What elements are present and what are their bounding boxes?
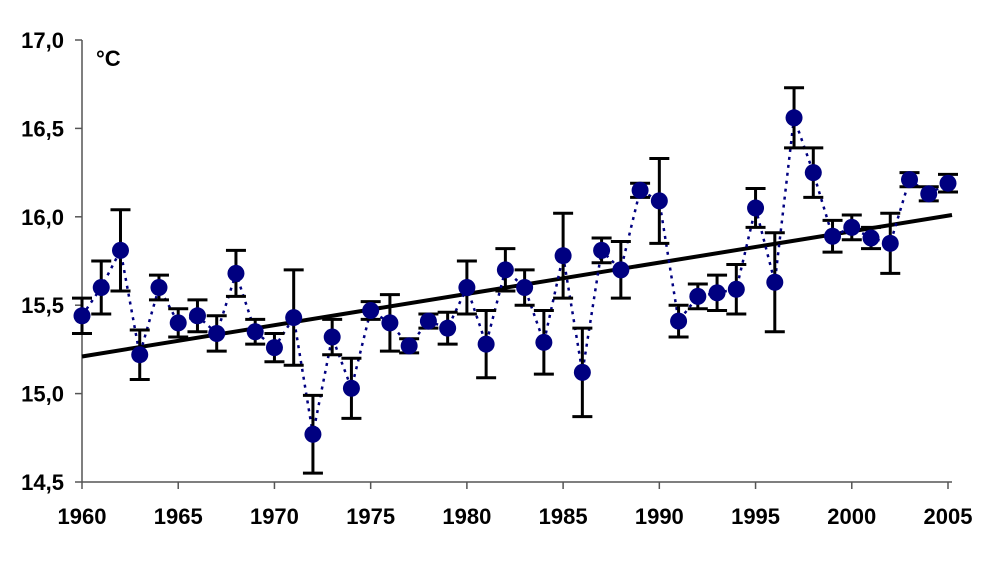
data-point bbox=[920, 185, 938, 203]
data-point bbox=[150, 279, 168, 297]
data-point bbox=[246, 323, 264, 341]
data-point bbox=[477, 335, 495, 353]
data-point bbox=[285, 309, 303, 327]
data-point bbox=[227, 264, 245, 282]
data-point bbox=[381, 314, 399, 332]
data-point bbox=[169, 314, 187, 332]
data-point bbox=[362, 302, 380, 320]
y-tick-label: 16,5 bbox=[21, 116, 64, 141]
x-tick-label: 1970 bbox=[250, 504, 299, 529]
data-point bbox=[612, 261, 630, 279]
data-point bbox=[111, 241, 129, 259]
data-point bbox=[939, 174, 957, 192]
data-point bbox=[804, 164, 822, 182]
data-point bbox=[785, 109, 803, 127]
data-point bbox=[650, 192, 668, 210]
data-point bbox=[727, 280, 745, 298]
data-point bbox=[73, 307, 91, 325]
y-tick-label: 14,5 bbox=[21, 470, 64, 495]
data-point bbox=[265, 339, 283, 357]
data-point bbox=[323, 328, 341, 346]
data-point bbox=[573, 363, 591, 381]
x-tick-label: 1990 bbox=[635, 504, 684, 529]
data-point bbox=[747, 199, 765, 217]
data-point bbox=[439, 319, 457, 337]
x-tick-label: 2005 bbox=[924, 504, 973, 529]
data-point bbox=[901, 171, 919, 189]
error-bars bbox=[72, 86, 958, 475]
data-point bbox=[400, 337, 418, 355]
data-point bbox=[131, 346, 149, 364]
data-point bbox=[304, 425, 322, 443]
data-point bbox=[496, 261, 514, 279]
x-tick-label: 1975 bbox=[346, 504, 395, 529]
axes bbox=[75, 39, 952, 489]
data-point bbox=[881, 234, 899, 252]
data-point bbox=[766, 273, 784, 291]
x-tick-label: 1985 bbox=[539, 504, 588, 529]
data-point bbox=[458, 279, 476, 297]
y-tick-label: 15,5 bbox=[21, 293, 64, 318]
data-point bbox=[708, 284, 726, 302]
x-tick-label: 1965 bbox=[154, 504, 203, 529]
x-tick-label: 2000 bbox=[827, 504, 876, 529]
data-point bbox=[92, 279, 110, 297]
data-point bbox=[670, 312, 688, 330]
data-point bbox=[419, 312, 437, 330]
connector-line-group bbox=[80, 117, 949, 435]
data-points bbox=[73, 109, 957, 443]
data-point bbox=[631, 181, 649, 199]
data-point bbox=[689, 287, 707, 305]
x-tick-label: 1960 bbox=[58, 504, 107, 529]
data-point bbox=[516, 279, 534, 297]
x-tick-label: 1980 bbox=[442, 504, 491, 529]
y-tick-label: 17,0 bbox=[21, 28, 64, 53]
data-point bbox=[554, 247, 572, 265]
data-point bbox=[342, 379, 360, 397]
y-tick-label: 15,0 bbox=[21, 382, 64, 407]
y-tick-label: 16,0 bbox=[21, 205, 64, 230]
data-point bbox=[843, 218, 861, 236]
connector-line bbox=[80, 117, 949, 435]
data-point bbox=[535, 333, 553, 351]
x-tick-label: 1995 bbox=[731, 504, 780, 529]
tick-labels: 14,5 15,0 15,5 16,0 16,5 17,0 1960 1965 1970 1975… bbox=[21, 28, 972, 529]
data-point bbox=[208, 324, 226, 342]
data-point bbox=[824, 227, 842, 245]
data-point bbox=[593, 241, 611, 259]
data-point bbox=[862, 229, 880, 247]
unit-label: °C bbox=[96, 46, 121, 71]
data-point bbox=[188, 307, 206, 325]
